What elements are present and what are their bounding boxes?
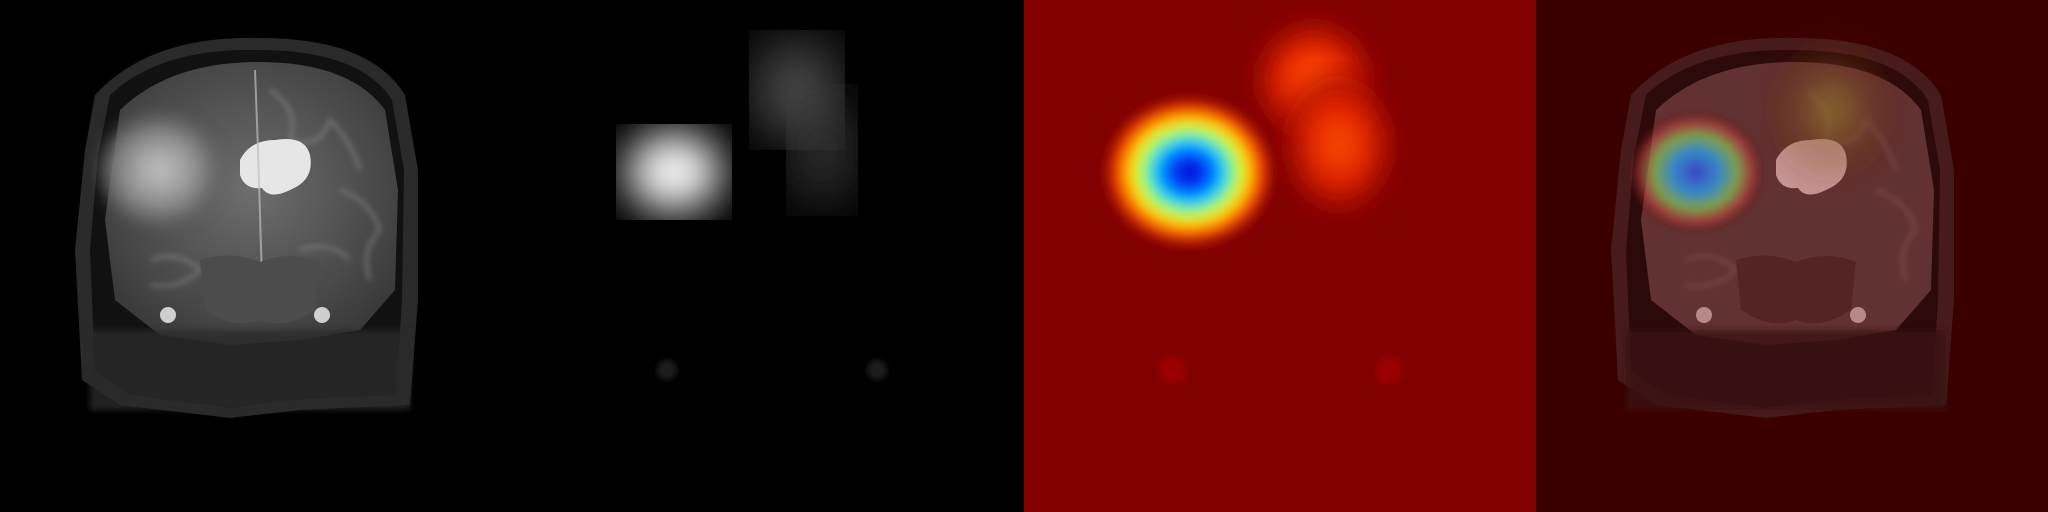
overlay-image: [1536, 0, 2048, 512]
grayscale-heatmap-panel: [512, 0, 1024, 512]
activation-blob-primary: [626, 132, 722, 212]
tumor-region: [100, 115, 220, 225]
jet-heatmap: [1024, 0, 1536, 512]
mri-image: [0, 0, 512, 512]
overlay-activation-secondary: [1761, 30, 1901, 190]
grayscale-heatmap: [512, 0, 1024, 512]
overlay-panel: [1536, 0, 2048, 512]
jet-peak-region: [1104, 97, 1274, 247]
jet-heatmap-panel: [1024, 0, 1536, 512]
mri-panel: [0, 0, 512, 512]
overlay-activation-primary: [1626, 110, 1766, 234]
